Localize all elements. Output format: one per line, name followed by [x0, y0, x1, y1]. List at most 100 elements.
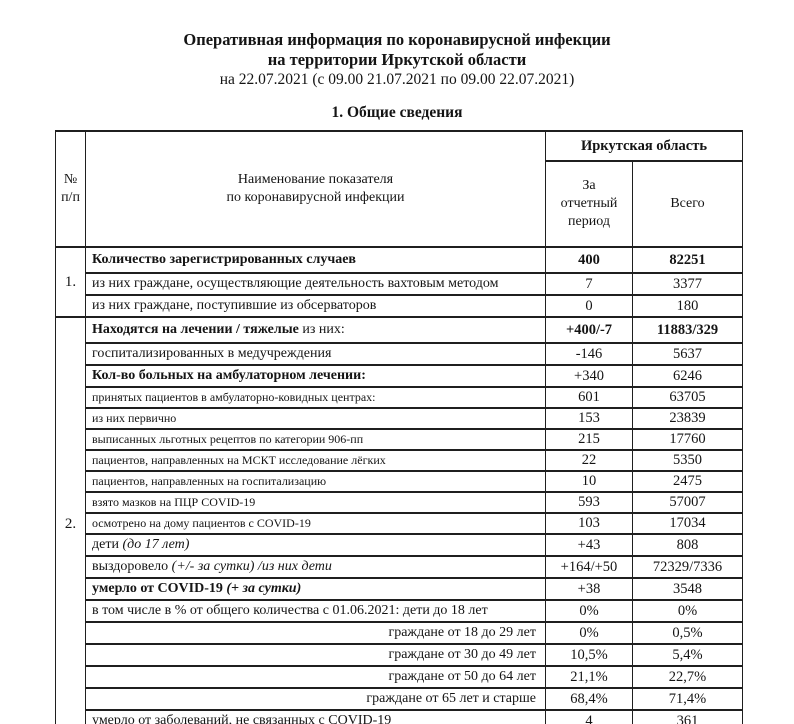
value-period: 4	[545, 709, 633, 724]
value-total: 0%	[632, 599, 743, 623]
table-row: из них граждане, поступившие из обсерват…	[56, 294, 743, 318]
table-row: принятых пациентов в амбулаторно-ковидны…	[56, 386, 743, 409]
table-row: граждане от 50 до 64 лет 21,1% 22,7%	[56, 665, 743, 689]
value-total: 3548	[632, 577, 743, 601]
indicator-label: взято мазков на ПЦР COVID-19	[85, 491, 546, 514]
value-total: 22,7%	[632, 665, 743, 689]
value-period: 68,4%	[545, 687, 633, 711]
value-total: 180	[632, 294, 743, 318]
value-total: 2475	[632, 470, 743, 493]
label-segment: умерло от заболеваний, не связанных с CO…	[92, 713, 392, 724]
value-total: 82251	[632, 246, 743, 274]
value-period: +164/+50	[545, 555, 633, 579]
label-segment: умерло от COVID-19	[92, 581, 227, 597]
label-segment: (+ за сутки)	[226, 581, 302, 597]
table-row: взято мазков на ПЦР COVID-19 593 57007	[56, 491, 743, 514]
header-col-total: Всего	[632, 160, 743, 248]
table-row: пациентов, направленных на МСКТ исследов…	[56, 449, 743, 472]
value-total: 5350	[632, 449, 743, 472]
value-total: 5,4%	[632, 643, 743, 667]
label-segment: дети	[92, 537, 123, 553]
label-segment: из них:	[298, 322, 345, 338]
table-row: граждане от 18 до 29 лет 0% 0,5%	[56, 621, 743, 645]
header-col-period: За отчетный период	[545, 160, 633, 248]
table-header: № п/п Наименование показателя по коронав…	[55, 130, 743, 248]
label-segment: взято мазков на ПЦР COVID-19	[92, 495, 256, 510]
table-row: выздоровело (+/- за сутки) /из них дети +…	[56, 555, 743, 579]
label-segment: граждане от 65 лет и старше	[366, 691, 536, 707]
label-segment: Количество зарегистрированных случаев	[92, 252, 356, 268]
indicator-label: выздоровело (+/- за сутки) /из них дети	[85, 555, 546, 579]
label-segment: из них граждане, осуществляющие деятельн…	[92, 276, 499, 292]
indicator-label: умерло от заболеваний, не связанных с CO…	[85, 709, 546, 724]
table-row: 1. Количество зарегистрированных случаев 4…	[55, 246, 743, 318]
label-segment: (+/- за сутки) /из них дети	[171, 559, 332, 575]
value-total: 11883/329	[632, 316, 743, 344]
value-total: 0,5%	[632, 621, 743, 645]
indicator-label: принятых пациентов в амбулаторно-ковидны…	[85, 386, 546, 409]
value-total: 17034	[632, 512, 743, 535]
value-period: 0	[545, 294, 633, 318]
label-segment: граждане от 30 до 49 лет	[388, 647, 536, 663]
value-period: +43	[545, 533, 633, 557]
value-period: 0%	[545, 599, 633, 623]
section-number: 1.	[55, 246, 86, 318]
label-segment: осмотрено на дому пациентов с COVID-19	[92, 516, 311, 531]
header-col-name: Наименование показателя по коронавирусно…	[85, 130, 546, 248]
value-period: 22	[545, 449, 633, 472]
indicator-label: пациентов, направленных на госпитализаци…	[85, 470, 546, 493]
title-line-1: Оперативная информация по коронавирусной…	[183, 30, 611, 49]
label-segment: пациентов, направленных на МСКТ исследов…	[92, 453, 386, 468]
table-row: дети (до 17 лет) +43 808	[56, 533, 743, 557]
indicator-label: Находятся на лечении / тяжелые из них:	[85, 316, 546, 344]
label-segment: граждане от 18 до 29 лет	[388, 625, 536, 641]
value-period: 103	[545, 512, 633, 535]
header-col-number: № п/п	[55, 130, 86, 248]
value-period: 593	[545, 491, 633, 514]
value-period: 10	[545, 470, 633, 493]
value-total: 5637	[632, 342, 743, 366]
table-row: госпитализированных в медучреждения -146 5…	[56, 342, 743, 366]
label-segment: из них первично	[92, 411, 177, 426]
value-total: 23839	[632, 407, 743, 430]
value-total: 71,4%	[632, 687, 743, 711]
table-row: граждане от 65 лет и старше 68,4% 71,4%	[56, 687, 743, 711]
indicator-label: госпитализированных в медучреждения	[85, 342, 546, 366]
indicator-label: умерло от COVID-19 (+ за сутки)	[85, 577, 546, 601]
label-segment: Кол-во больных на амбулаторном лечении:	[92, 368, 366, 384]
value-period: -146	[545, 342, 633, 366]
table-row: из них граждане, осуществляющие деятельн…	[56, 272, 743, 296]
value-total: 17760	[632, 428, 743, 451]
table-row: граждане от 30 до 49 лет 10,5% 5,4%	[56, 643, 743, 667]
table-row: 2. Находятся на лечении / тяжелые из них:…	[55, 316, 743, 724]
value-period: +400/-7	[545, 316, 633, 344]
title-line-2: на территории Иркутской области	[267, 50, 527, 69]
indicator-label: граждане от 50 до 64 лет	[85, 665, 546, 689]
label-segment: Находятся на лечении / тяжелые	[92, 322, 299, 338]
indicator-label: граждане от 30 до 49 лет	[85, 643, 546, 667]
value-period: 601	[545, 386, 633, 409]
indicator-label: пациентов, направленных на МСКТ исследов…	[85, 449, 546, 472]
table-row: пациентов, направленных на госпитализаци…	[56, 470, 743, 493]
value-period: 153	[545, 407, 633, 430]
table-row: Кол-во больных на амбулаторном лечении: +…	[56, 364, 743, 388]
value-total: 808	[632, 533, 743, 557]
indicator-label: из них первично	[85, 407, 546, 430]
indicator-label: из них граждане, осуществляющие деятельн…	[85, 272, 546, 296]
title-line-3: на 22.07.2021 (с 09.00 21.07.2021 по 09.…	[219, 71, 575, 88]
label-segment: пациентов, направленных на госпитализаци…	[92, 474, 327, 489]
value-period: 0%	[545, 621, 633, 645]
indicator-label: граждане от 65 лет и старше	[85, 687, 546, 711]
label-segment: принятых пациентов в амбулаторно-ковидны…	[92, 390, 376, 405]
label-segment: (до 17 лет)	[122, 537, 190, 553]
value-total: 3377	[632, 272, 743, 296]
value-period: 10,5%	[545, 643, 633, 667]
table-body: 1. Количество зарегистрированных случаев 4…	[55, 246, 743, 724]
value-period: 215	[545, 428, 633, 451]
label-segment: в том числе в % от общего количества с 0…	[92, 603, 488, 619]
table-row: выписанных льготных рецептов по категори…	[56, 428, 743, 451]
value-period: 7	[545, 272, 633, 296]
value-total: 57007	[632, 491, 743, 514]
value-period: 400	[545, 246, 633, 274]
